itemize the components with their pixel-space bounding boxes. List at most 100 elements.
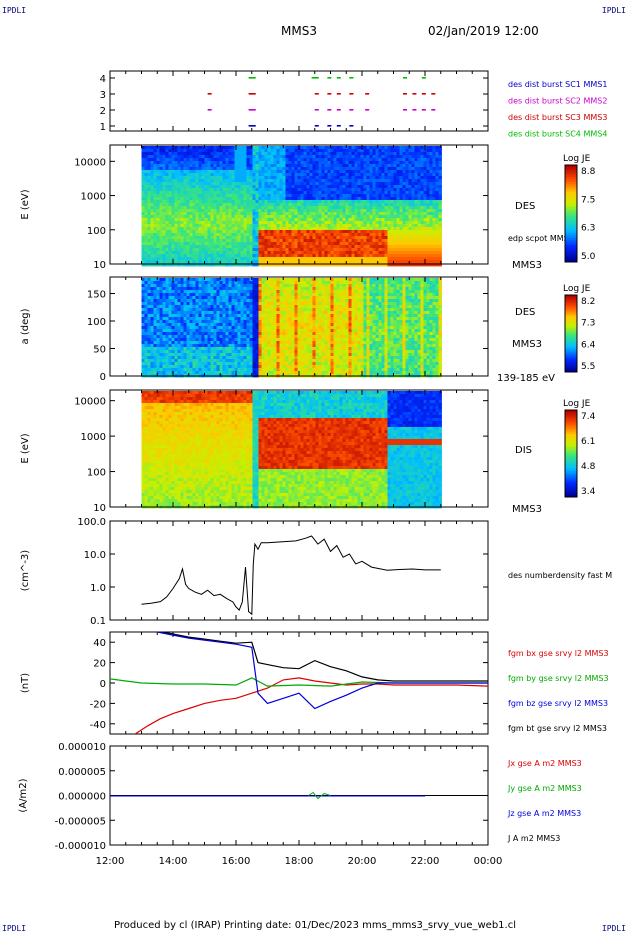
des_energy-pixel bbox=[222, 260, 226, 264]
des_energy-pixel bbox=[201, 179, 205, 183]
des_energy-pixel bbox=[192, 182, 196, 186]
des_energy-pixel bbox=[420, 260, 424, 264]
des_energy-pixel bbox=[363, 203, 367, 207]
des_energy-pixel bbox=[330, 164, 334, 168]
des_energy-pixel bbox=[285, 155, 289, 159]
des_energy-pixel bbox=[222, 218, 226, 222]
des_pitch-pixel bbox=[174, 326, 178, 330]
des_pitch-pixel bbox=[174, 359, 178, 363]
des_energy-pixel bbox=[237, 242, 241, 246]
des_pitch-pixel bbox=[174, 356, 178, 360]
des_energy-pixel bbox=[309, 188, 313, 192]
des_energy-pixel bbox=[210, 191, 214, 195]
des_energy-pixel bbox=[327, 194, 331, 198]
des_energy-pixel bbox=[435, 155, 439, 159]
des_energy-pixel bbox=[243, 161, 247, 165]
des_energy-pixel bbox=[162, 218, 166, 222]
des_energy-pixel bbox=[363, 239, 367, 243]
des_energy-pixel bbox=[432, 230, 436, 234]
des_energy-pixel bbox=[156, 260, 160, 264]
des_energy-pixel bbox=[249, 227, 253, 231]
burst-ytick-label: 2 bbox=[100, 106, 106, 117]
des_pitch-pixel bbox=[204, 332, 208, 336]
des_pitch-pixel bbox=[159, 359, 163, 363]
des_pitch-pixel bbox=[195, 278, 199, 282]
des_pitch-pixel bbox=[204, 344, 208, 348]
des_energy-pixel bbox=[240, 146, 244, 150]
des_energy-pixel bbox=[357, 155, 361, 159]
des_energy-pixel bbox=[177, 245, 181, 249]
des_energy-pixel bbox=[168, 239, 172, 243]
des_energy-pixel bbox=[237, 155, 241, 159]
des_energy-pixel bbox=[267, 224, 271, 228]
des_energy-pixel bbox=[273, 260, 277, 264]
des_energy-pixel bbox=[198, 233, 202, 237]
des_energy-pixel bbox=[342, 182, 346, 186]
des_energy-pixel bbox=[306, 257, 310, 261]
des_energy-pixel bbox=[417, 233, 421, 237]
des_energy-pixel bbox=[204, 176, 208, 180]
des_energy-pixel bbox=[435, 242, 439, 246]
des_energy-pixel bbox=[405, 200, 409, 204]
des_energy-pixel bbox=[180, 179, 184, 183]
des_energy-pixel bbox=[420, 221, 424, 225]
des_energy-pixel bbox=[375, 155, 379, 159]
des_energy-pixel bbox=[324, 185, 328, 189]
des_pitch-pixel bbox=[150, 332, 154, 336]
des_energy-pixel bbox=[306, 245, 310, 249]
des_energy-pixel bbox=[240, 155, 244, 159]
des_energy-pixel bbox=[357, 233, 361, 237]
des_energy-pixel bbox=[285, 149, 289, 153]
des_energy-pixel bbox=[384, 152, 388, 156]
des_energy-pixel bbox=[417, 206, 421, 210]
des_energy-pixel bbox=[162, 197, 166, 201]
des_energy-pixel bbox=[423, 248, 427, 252]
des_energy-pixel bbox=[378, 209, 382, 213]
des_pitch-pixel bbox=[174, 287, 178, 291]
des_energy-pixel bbox=[366, 191, 370, 195]
des_energy-pixel bbox=[357, 167, 361, 171]
des_energy-pixel bbox=[237, 221, 241, 225]
des_pitch-pixel bbox=[177, 293, 181, 297]
des_energy-pixel bbox=[267, 152, 271, 156]
des_energy-pixel bbox=[384, 203, 388, 207]
des_energy-pixel bbox=[201, 197, 205, 201]
des_energy-colorbar-cell bbox=[565, 228, 577, 231]
des_energy-pixel bbox=[282, 161, 286, 165]
des_energy-pixel bbox=[348, 185, 352, 189]
des_energy-pixel bbox=[189, 191, 193, 195]
des_energy-pixel bbox=[144, 191, 148, 195]
des_energy-pixel bbox=[411, 230, 415, 234]
des_energy-pixel bbox=[240, 170, 244, 174]
des_energy-pixel bbox=[303, 173, 307, 177]
des_energy-pixel bbox=[312, 161, 316, 165]
des_energy-pixel bbox=[384, 251, 388, 255]
des_energy-pixel bbox=[303, 209, 307, 213]
des_energy-pixel bbox=[378, 215, 382, 219]
des_energy-pixel bbox=[267, 164, 271, 168]
des_energy-pixel bbox=[408, 212, 412, 216]
des_energy-pixel bbox=[345, 173, 349, 177]
des_energy-pixel bbox=[363, 245, 367, 249]
des_energy-pixel bbox=[330, 170, 334, 174]
des_energy-pixel bbox=[375, 200, 379, 204]
des_energy-pixel bbox=[159, 233, 163, 237]
des_energy-pixel bbox=[411, 260, 415, 264]
des_energy-pixel bbox=[216, 158, 220, 162]
des_pitch-pixel bbox=[162, 326, 166, 330]
des_energy-pixel bbox=[348, 227, 352, 231]
des_energy-pixel bbox=[165, 245, 169, 249]
des_energy-pixel bbox=[414, 203, 418, 207]
des_energy-pixel bbox=[267, 146, 271, 150]
des_energy-pixel bbox=[249, 176, 253, 180]
des_pitch-pixel bbox=[150, 365, 154, 369]
des_pitch-pixel bbox=[180, 338, 184, 342]
des_energy-pixel bbox=[387, 170, 391, 174]
des_pitch-pixel bbox=[198, 368, 202, 372]
des_energy-pixel bbox=[141, 263, 145, 267]
des_energy-pixel bbox=[345, 179, 349, 183]
des_energy-pixel bbox=[312, 239, 316, 243]
des_energy-pixel bbox=[156, 170, 160, 174]
des_energy-pixel bbox=[258, 170, 262, 174]
